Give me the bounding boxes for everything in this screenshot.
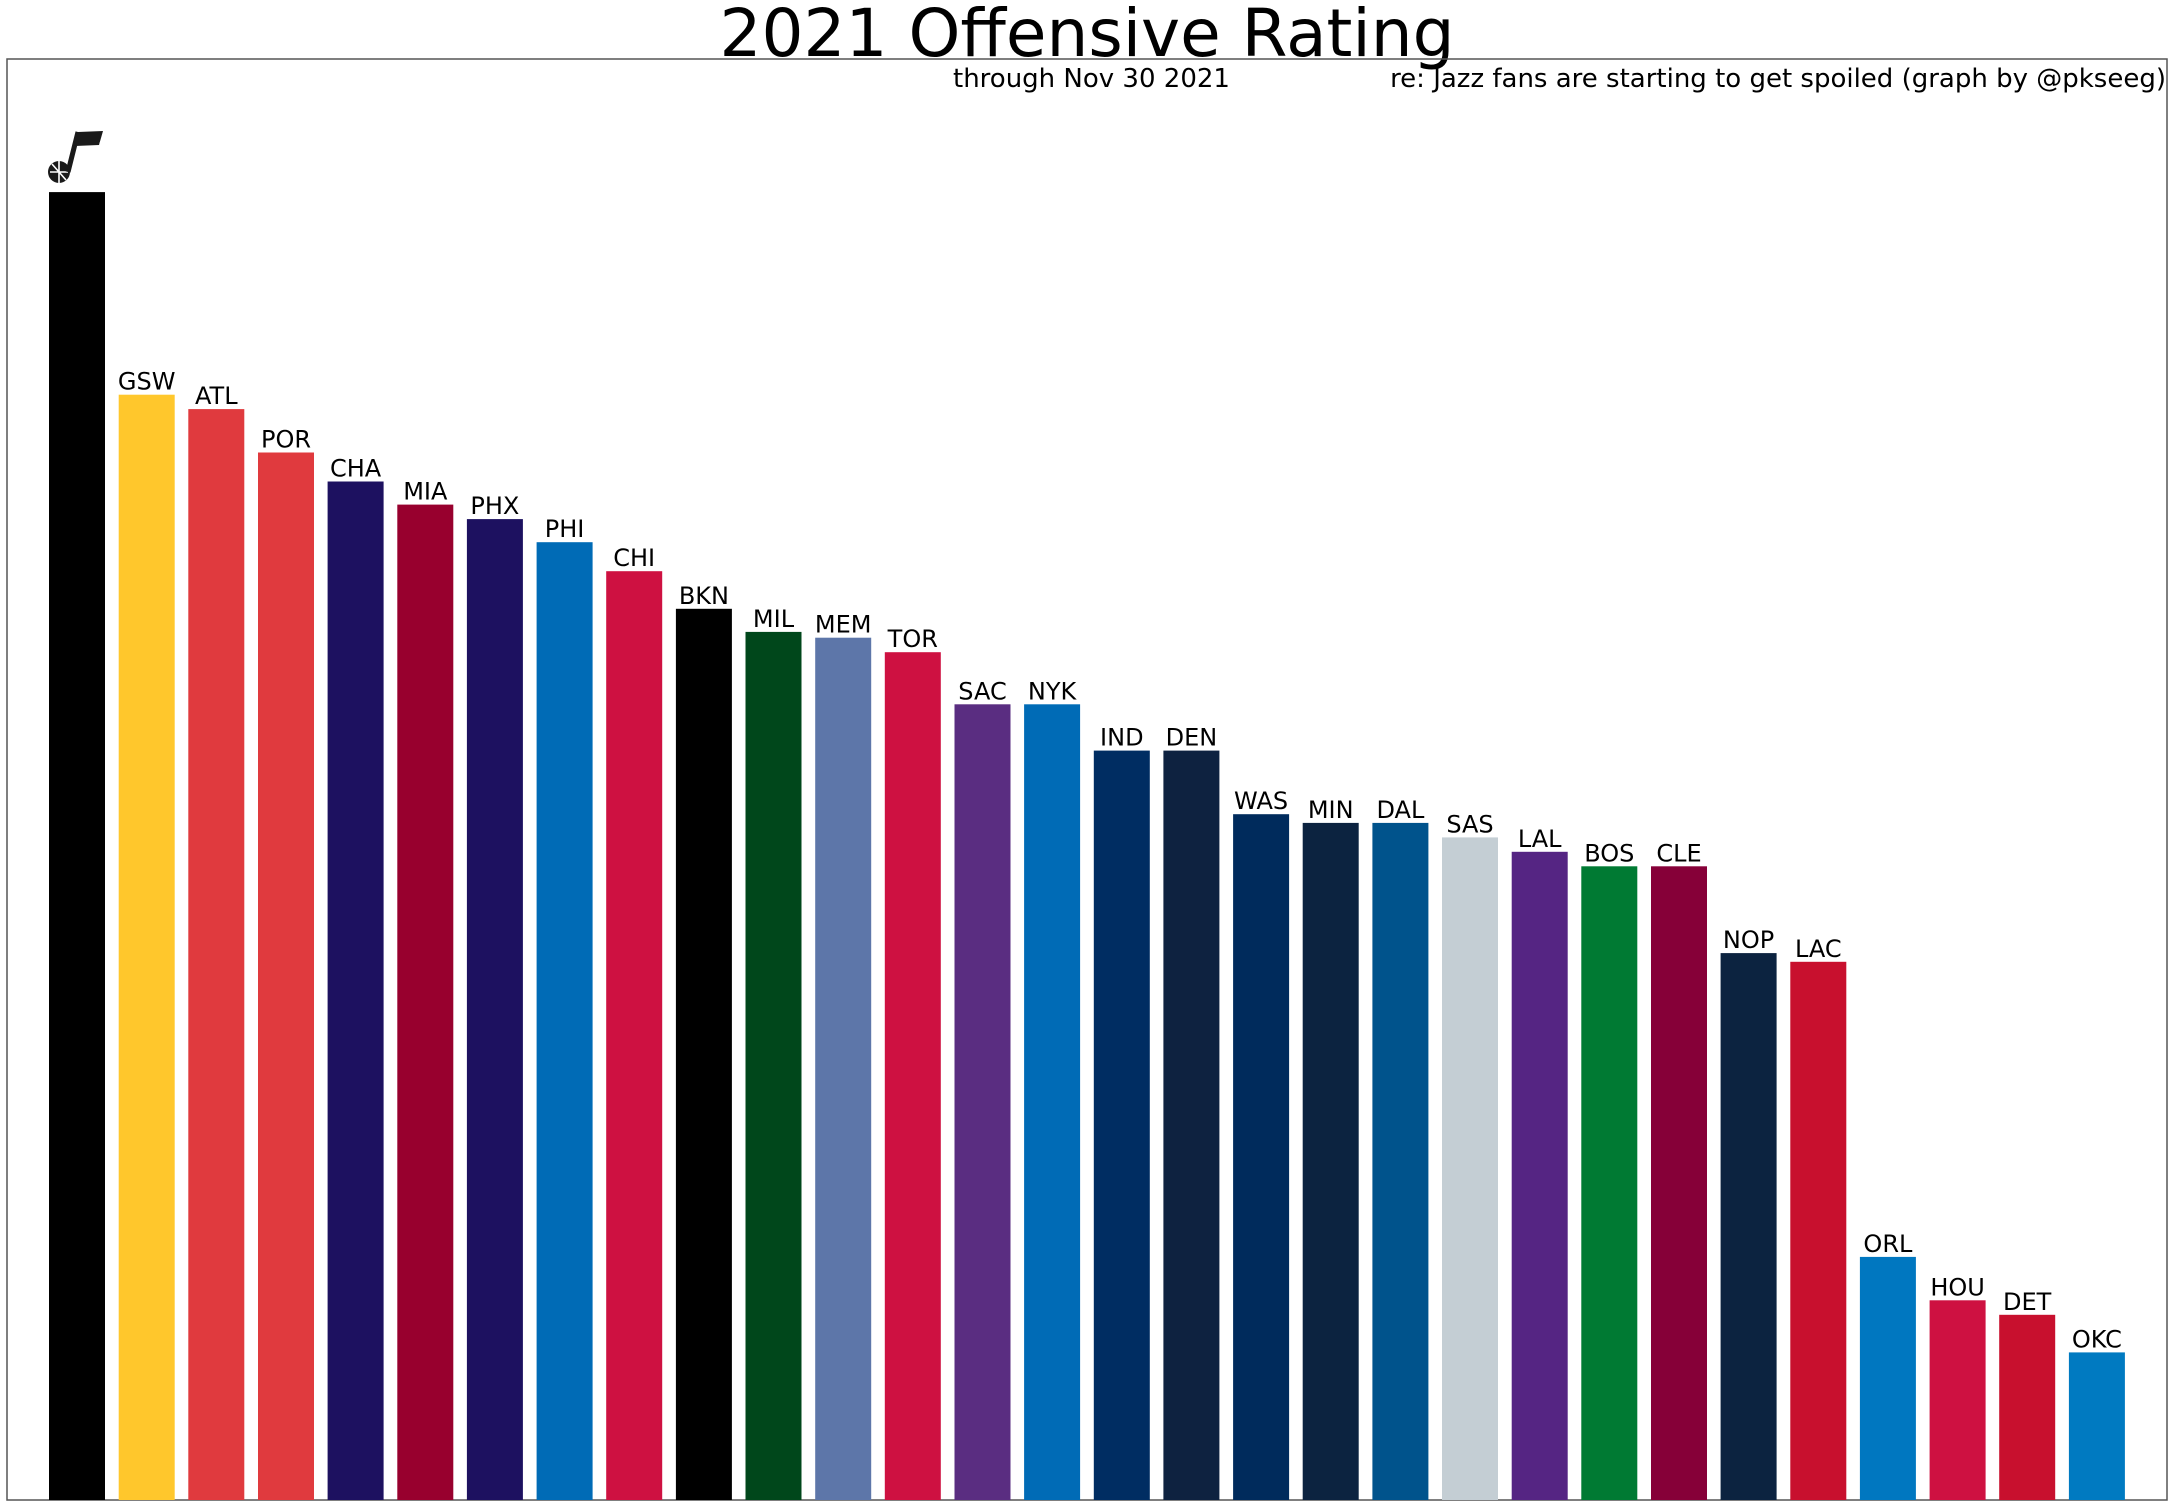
bar-atl [188, 409, 245, 1501]
jazz-note-icon [48, 130, 106, 183]
bar-label-bkn: BKN [679, 582, 729, 610]
bar-label-mil: MIL [753, 605, 795, 633]
bar-gsw [118, 394, 175, 1501]
bar-label-cha: CHA [330, 455, 382, 483]
bar-cle [1651, 866, 1707, 1500]
bar-label-mem: MEM [815, 611, 872, 639]
bar-nop [1720, 953, 1777, 1500]
bar-nyk [1024, 704, 1081, 1500]
bar-label-bos: BOS [1584, 839, 1634, 867]
chart-subtitle-credit: re: Jazz fans are starting to get spoile… [1390, 64, 2166, 94]
bar-label-den: DEN [1166, 724, 1218, 752]
bar-label-nyk: NYK [1028, 677, 1078, 705]
bar-phi [536, 542, 593, 1500]
bar-label-mia: MIA [403, 478, 448, 506]
bar-labels-group: GSW ATL POR CHA MIA PHX PHI CHI BKN MIL MEM TOR SAC N… [118, 368, 2122, 1354]
bar-uta [49, 192, 105, 1501]
bar-label-orl: ORL [1863, 1230, 1913, 1258]
bar-label-lal: LAL [1518, 825, 1562, 853]
chart-title: 2021 Offensive Rating [719, 0, 1455, 72]
bar-mil [745, 631, 802, 1500]
bar-min [1302, 822, 1359, 1500]
bar-mia [397, 504, 454, 1501]
bar-label-hou: HOU [1930, 1273, 1985, 1301]
bar-mem [815, 637, 872, 1500]
bar-dal [1372, 822, 1429, 1500]
bar-was [1233, 814, 1290, 1500]
bar-por [258, 452, 314, 1500]
bar-label-det: DET [2003, 1288, 2052, 1316]
bar-label-gsw: GSW [118, 368, 176, 396]
bars-group [49, 192, 2125, 1501]
bar-okc [2068, 1352, 2125, 1500]
bar-bos [1581, 866, 1638, 1500]
bar-label-lac: LAC [1795, 935, 1842, 963]
bar-tor [884, 652, 941, 1500]
bar-label-sac: SAC [958, 677, 1006, 705]
bar-label-sas: SAS [1446, 810, 1493, 838]
bar-label-atl: ATL [195, 382, 238, 410]
bar-label-min: MIN [1308, 796, 1354, 824]
bar-label-was: WAS [1234, 787, 1288, 815]
chart-subtitle-date: through Nov 30 2021 [953, 64, 1230, 94]
bar-label-okc: OKC [2072, 1325, 2122, 1353]
bar-lal [1511, 851, 1568, 1500]
bar-phx [466, 519, 523, 1500]
bar-label-tor: TOR [887, 625, 938, 653]
bar-ind [1093, 750, 1150, 1500]
bar-label-nop: NOP [1723, 926, 1774, 954]
bar-det [1999, 1314, 2056, 1500]
bar-label-ind: IND [1100, 724, 1144, 752]
bar-hou [1929, 1300, 1986, 1500]
bar-label-por: POR [261, 426, 311, 454]
bar-label-chi: CHI [613, 544, 655, 572]
bar-orl [1859, 1256, 1916, 1500]
bar-label-phx: PHX [470, 492, 519, 520]
bar-label-cle: CLE [1656, 839, 1701, 867]
bar-label-phi: PHI [545, 515, 585, 543]
bar-sac [954, 704, 1011, 1500]
bar-label-dal: DAL [1376, 796, 1424, 824]
plot-frame [6, 58, 2168, 1501]
bar-den [1163, 750, 1220, 1500]
bar-lac [1790, 961, 1847, 1500]
bar-cha [327, 481, 384, 1500]
bar-chi [606, 571, 663, 1500]
bar-sas [1442, 837, 1498, 1500]
bar-bkn [675, 608, 732, 1500]
